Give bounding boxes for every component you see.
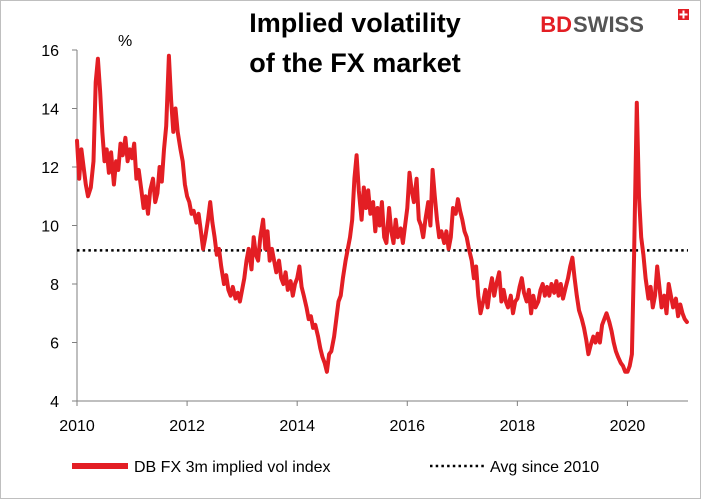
- x-tick-label: 2016: [389, 418, 425, 435]
- swiss-cross-icon: [678, 9, 689, 20]
- y-tick-label: 4: [50, 394, 59, 411]
- y-tick-label: 6: [50, 336, 59, 353]
- y-tick-label: 14: [41, 102, 59, 119]
- unit-label: %: [118, 33, 132, 50]
- x-axis-ticks: 2010 2012 2014 2016 2018 2020: [59, 401, 645, 435]
- x-tick-label: 2012: [169, 418, 205, 435]
- brand-logo: BD SWISS: [540, 9, 689, 37]
- y-tick-label: 16: [41, 43, 59, 60]
- x-tick-label: 2020: [610, 418, 646, 435]
- y-tick-label: 10: [41, 219, 59, 236]
- brand-logo-part1: BD: [540, 12, 572, 37]
- x-tick-label: 2014: [279, 418, 315, 435]
- y-tick-label: 8: [50, 277, 59, 294]
- y-tick-label: 12: [41, 160, 59, 177]
- series-vol-index-line: [77, 56, 687, 372]
- x-tick-label: 2018: [500, 418, 536, 435]
- chart-canvas: Implied volatility of the FX market % BD…: [0, 0, 701, 499]
- legend-label-vol-index: DB FX 3m implied vol index: [134, 459, 331, 476]
- legend: DB FX 3m implied vol index Avg since 201…: [72, 459, 599, 476]
- brand-logo-part2: SWISS: [573, 12, 644, 37]
- legend-label-avg: Avg since 2010: [490, 459, 599, 476]
- y-axis-ticks: 4 6 8 10 12 14 16: [41, 43, 77, 411]
- chart-title-line-2: of the FX market: [249, 48, 461, 78]
- plot-area: [77, 56, 688, 372]
- chart-title-line-1: Implied volatility: [249, 8, 461, 38]
- x-tick-label: 2010: [59, 418, 95, 435]
